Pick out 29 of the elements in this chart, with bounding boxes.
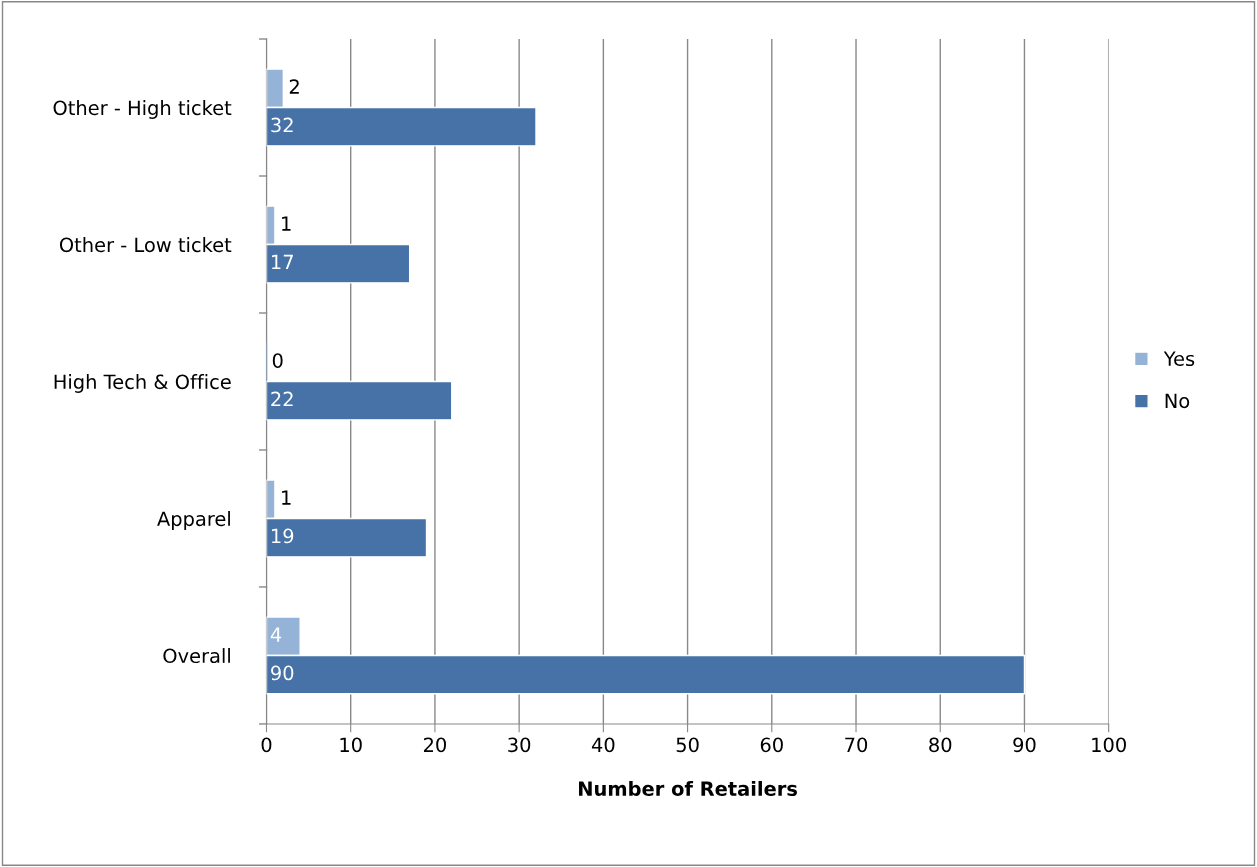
data-label: 22 — [271, 391, 293, 407]
data-label: 0 — [272, 353, 283, 368]
y-tick-label: Overall — [163, 648, 230, 664]
x-axis-title: Number of Retailers — [579, 780, 797, 797]
x-tick-label: 70 — [845, 737, 868, 753]
x-tick-label: 40 — [591, 737, 615, 753]
data-label: 2 — [289, 79, 299, 94]
data-label: 1 — [282, 216, 291, 231]
y-tick-label: Other - High ticket — [53, 100, 232, 119]
x-tick-label: 80 — [929, 737, 952, 753]
data-label: 1 — [282, 490, 291, 505]
x-tick-label: 20 — [423, 737, 446, 753]
x-tick-label: 100 — [1092, 737, 1126, 753]
x-tick-label: 30 — [508, 737, 531, 753]
y-tick-label: Other - Low ticket — [59, 237, 232, 253]
x-tick-label: 0 — [261, 737, 272, 753]
data-label: 17 — [271, 254, 293, 270]
x-tick-label: 60 — [760, 737, 783, 753]
y-tick-label: High Tech & Office — [54, 374, 231, 393]
x-tick-label: 50 — [676, 737, 699, 753]
x-tick-label: 90 — [1013, 737, 1036, 753]
data-label: 4 — [270, 627, 282, 642]
legend-label: No — [1165, 393, 1190, 409]
y-tick-label: Apparel — [157, 511, 230, 530]
data-label: 90 — [271, 665, 294, 681]
data-label: 19 — [271, 528, 294, 544]
x-tick-label: 10 — [340, 737, 362, 753]
data-label: 32 — [271, 117, 293, 133]
legend-label: Yes — [1163, 351, 1195, 367]
